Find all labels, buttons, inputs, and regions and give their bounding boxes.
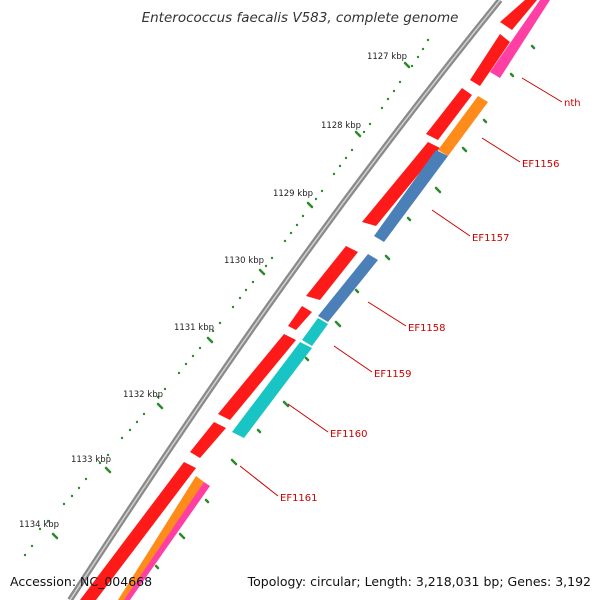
orf-arrow bbox=[80, 462, 196, 600]
gene-bar-cyan bbox=[232, 342, 312, 438]
gene-bar-magenta bbox=[490, 0, 550, 78]
accession-text: Accession: NC_004668 bbox=[10, 574, 153, 589]
gene-label-ef1157: EF1157 bbox=[472, 233, 510, 244]
genome-backbone-highlight bbox=[69, 0, 501, 600]
orf-arrow bbox=[426, 88, 472, 140]
orf-arrow bbox=[500, 0, 537, 30]
gene-label-ef1160: EF1160 bbox=[330, 429, 368, 440]
gene-label-ef1159: EF1159 bbox=[374, 369, 412, 380]
orf-arrow bbox=[288, 306, 312, 330]
gene-leader-lines bbox=[239, 77, 563, 497]
tick-label: 1131 kbp bbox=[174, 323, 214, 333]
scale-major-ticks bbox=[51, 61, 411, 540]
scale-dots bbox=[23, 38, 430, 557]
orf-arrow bbox=[190, 422, 226, 458]
orf-arrow bbox=[470, 34, 510, 86]
tick-label: 1133 kbp bbox=[71, 455, 111, 465]
scale-labels: 1127 kbp 1128 kbp 1129 kbp 1130 kbp 1131… bbox=[19, 52, 407, 530]
gene-label-ef1156: EF1156 bbox=[522, 159, 560, 170]
gene-bar-steelblue bbox=[318, 254, 378, 322]
gene-bar-orange bbox=[438, 96, 488, 156]
gene-track-inner bbox=[118, 0, 550, 600]
genome-backbone bbox=[67, 0, 503, 600]
gene-label-ef1158: EF1158 bbox=[408, 323, 446, 334]
tick-label: 1129 kbp bbox=[273, 189, 313, 199]
orf-arrow bbox=[362, 142, 440, 226]
tick-label: 1134 kbp bbox=[19, 520, 59, 530]
gene-bar-orange bbox=[118, 476, 204, 600]
orf-track-outer bbox=[80, 0, 537, 600]
gene-bar-magenta bbox=[124, 482, 210, 600]
gene-labels: nth EF1156 EF1157 EF1158 EF1159 EF1160 E… bbox=[280, 98, 581, 504]
tick-label: 1132 kbp bbox=[123, 390, 163, 400]
map-title: Enterococcus faecalis V583, complete gen… bbox=[141, 10, 459, 26]
topology-text: Topology: circular; Length: 3,218,031 bp… bbox=[247, 574, 591, 589]
gene-label-ef1161: EF1161 bbox=[280, 493, 318, 504]
tick-label: 1127 kbp bbox=[367, 52, 407, 62]
inner-tick-marks bbox=[154, 44, 536, 570]
gene-bar-cyan bbox=[302, 318, 328, 346]
orf-arrow bbox=[218, 334, 296, 420]
tick-label: 1128 kbp bbox=[321, 121, 361, 131]
gene-bar-steelblue bbox=[374, 150, 448, 242]
gene-label-nth: nth bbox=[564, 98, 581, 109]
tick-label: 1130 kbp bbox=[224, 256, 264, 266]
orf-arrow bbox=[306, 246, 358, 300]
